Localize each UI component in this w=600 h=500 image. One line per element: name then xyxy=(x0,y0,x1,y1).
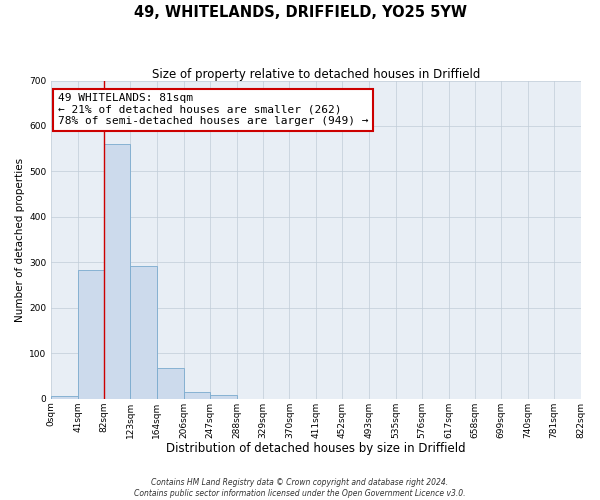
Y-axis label: Number of detached properties: Number of detached properties xyxy=(15,158,25,322)
Text: 49, WHITELANDS, DRIFFIELD, YO25 5YW: 49, WHITELANDS, DRIFFIELD, YO25 5YW xyxy=(133,5,467,20)
Bar xyxy=(211,395,236,398)
Bar xyxy=(130,266,157,398)
Bar xyxy=(157,368,184,398)
Bar xyxy=(104,144,130,399)
Bar xyxy=(77,270,104,398)
Bar xyxy=(51,396,77,398)
Text: 49 WHITELANDS: 81sqm
← 21% of detached houses are smaller (262)
78% of semi-deta: 49 WHITELANDS: 81sqm ← 21% of detached h… xyxy=(58,93,368,126)
Title: Size of property relative to detached houses in Driffield: Size of property relative to detached ho… xyxy=(152,68,480,80)
Text: Contains HM Land Registry data © Crown copyright and database right 2024.
Contai: Contains HM Land Registry data © Crown c… xyxy=(134,478,466,498)
Bar xyxy=(184,392,211,398)
X-axis label: Distribution of detached houses by size in Driffield: Distribution of detached houses by size … xyxy=(166,442,466,455)
